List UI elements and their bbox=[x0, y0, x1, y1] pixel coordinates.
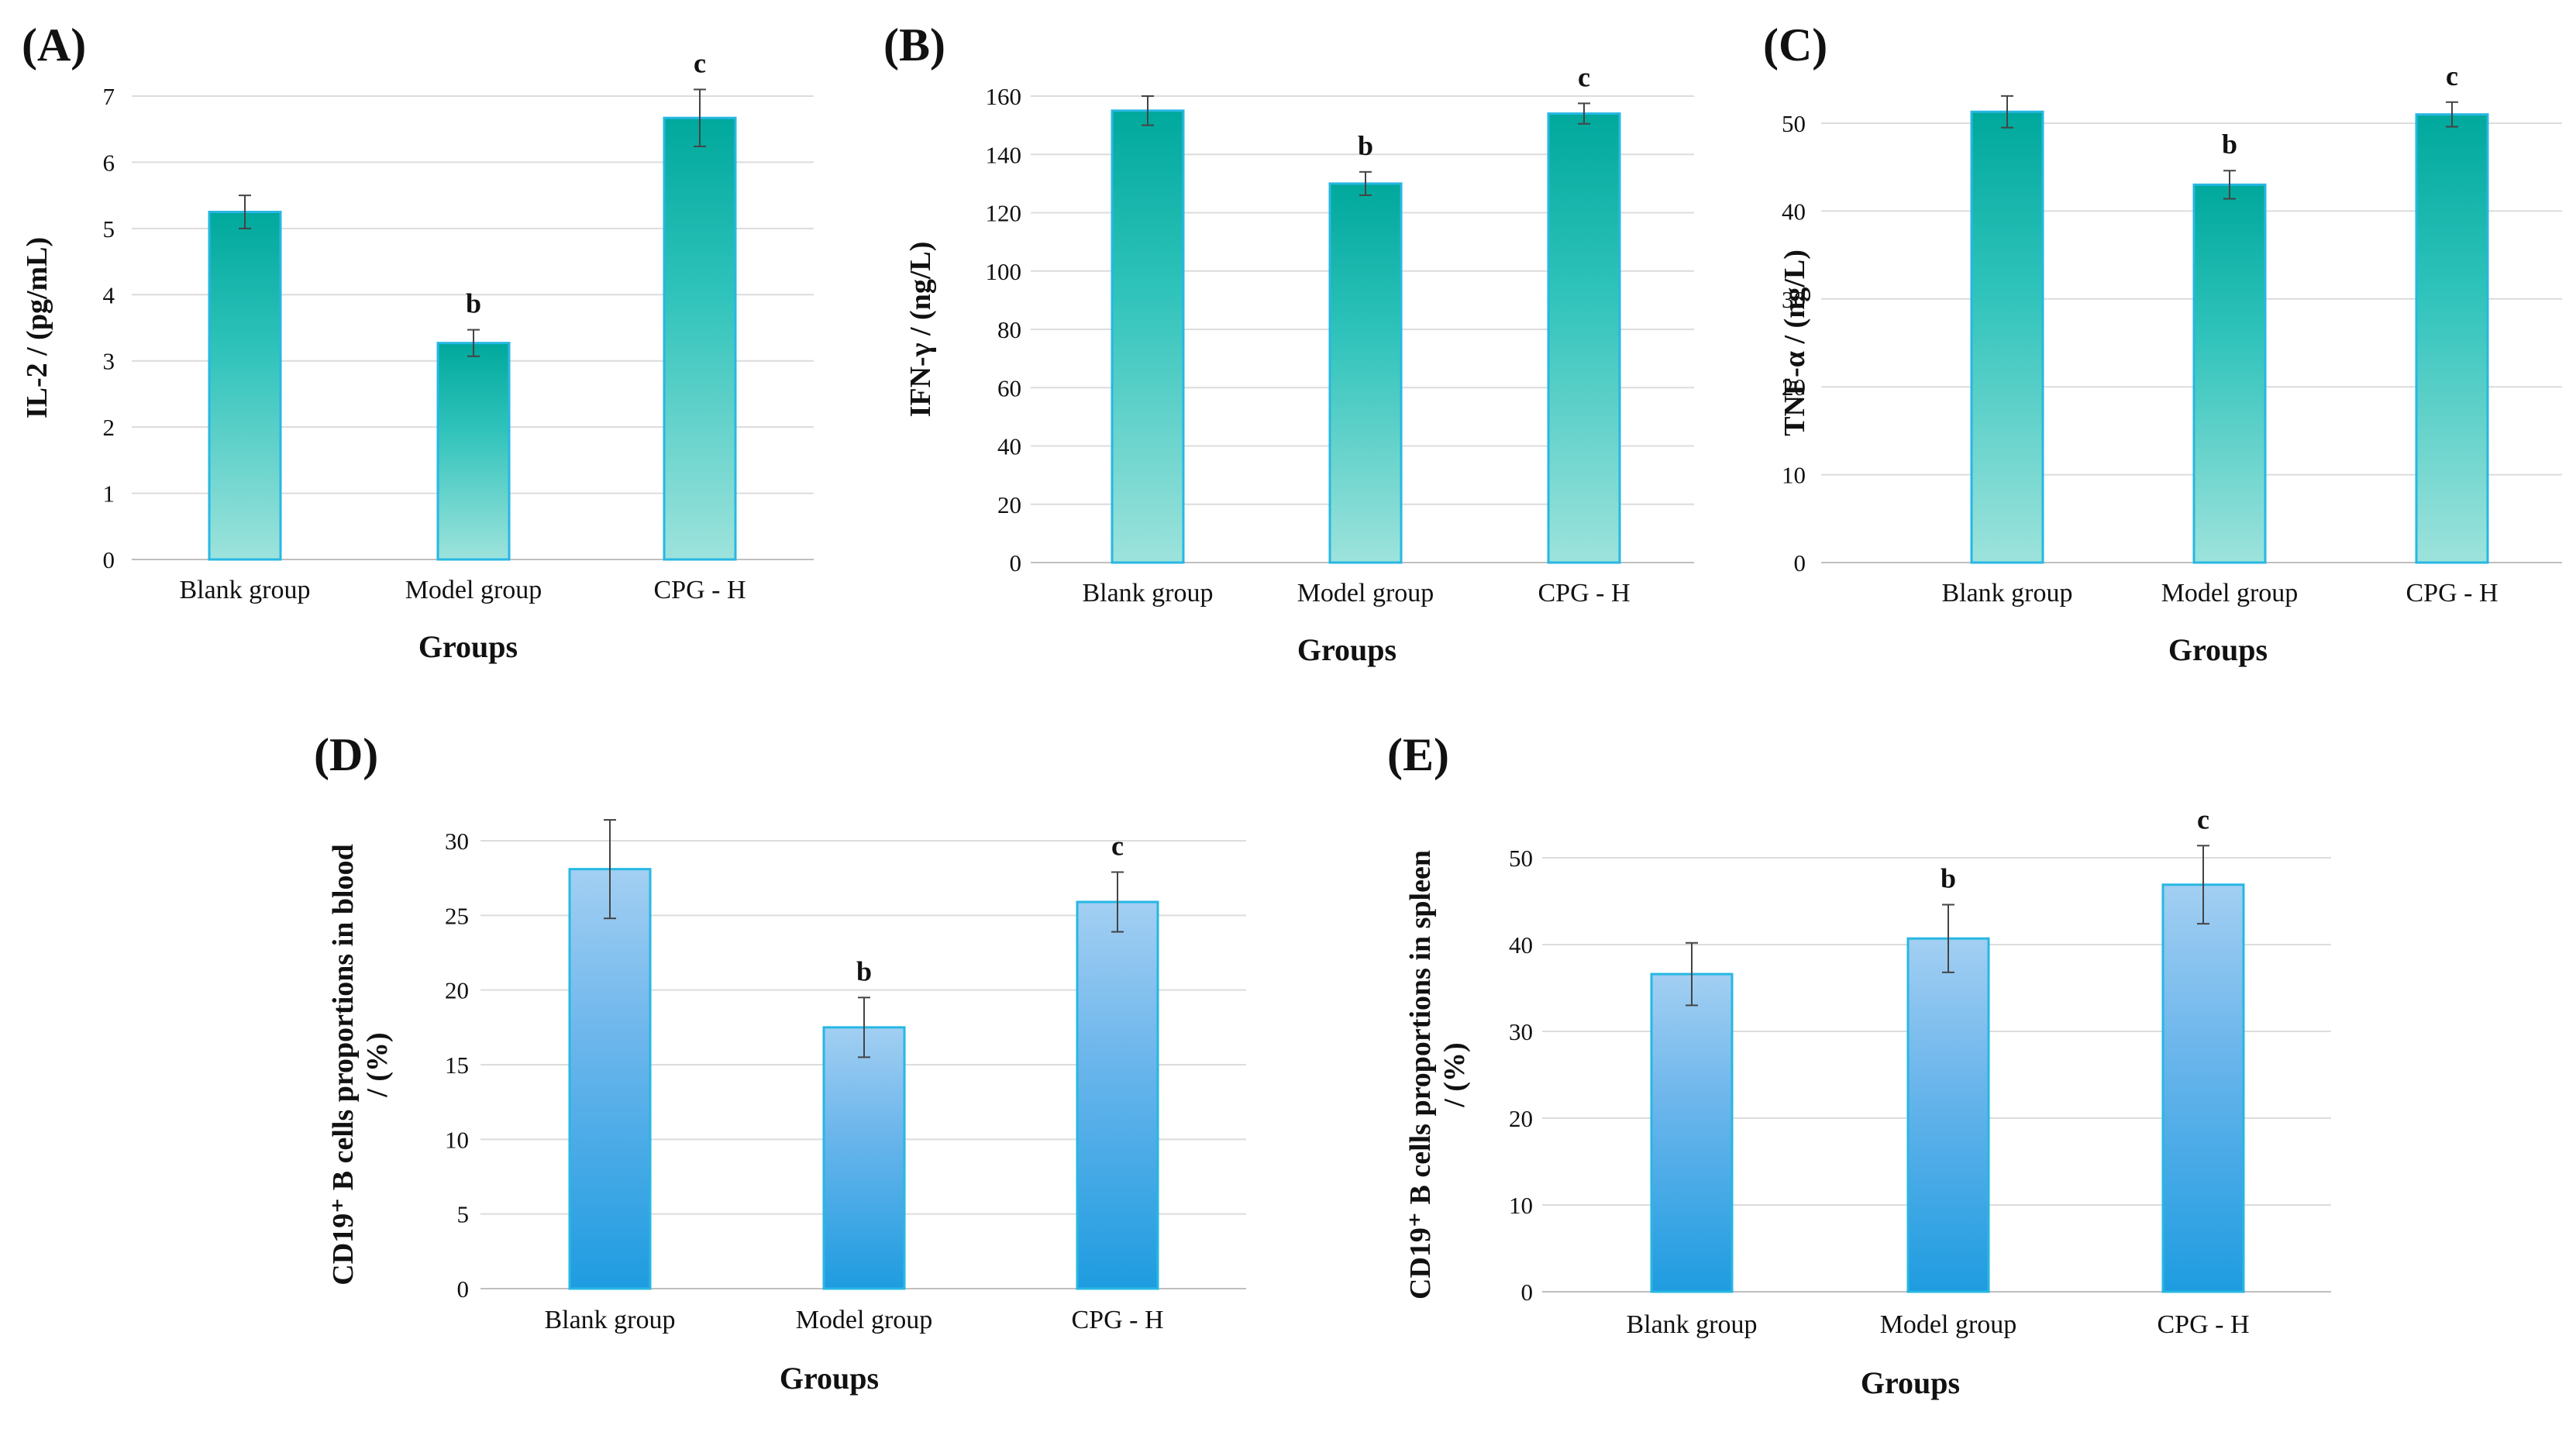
category-label: CPG - H bbox=[2406, 579, 2498, 608]
bar bbox=[1328, 182, 1403, 564]
category-label: Model group bbox=[405, 576, 542, 604]
chart-panel-e: (E) 0 10 20 30 40 50 Blank group b Model group c CP… bbox=[1387, 729, 2331, 1400]
y-tick-label: 30 bbox=[445, 828, 469, 855]
y-tick-label: 5 bbox=[457, 1201, 470, 1228]
x-axis-title: Groups bbox=[780, 1361, 879, 1396]
y-tick-label: 10 bbox=[445, 1126, 469, 1153]
bar bbox=[2161, 883, 2245, 1293]
significance-label: b bbox=[1941, 862, 1956, 893]
category-label: Blank group bbox=[179, 576, 310, 604]
significance-label: c bbox=[2446, 60, 2458, 91]
y-tick-label: 60 bbox=[997, 374, 1021, 401]
y-tick-label: 30 bbox=[1782, 286, 1806, 313]
y-tick-label: 40 bbox=[1509, 931, 1533, 959]
y-tick-label: 20 bbox=[445, 977, 469, 1004]
y-tick-label: 120 bbox=[986, 200, 1022, 227]
y-tick-label: 30 bbox=[1509, 1018, 1533, 1045]
panel-label: (D) bbox=[314, 729, 378, 780]
x-axis-title: Groups bbox=[1297, 632, 1396, 667]
y-tick-label: 0 bbox=[457, 1275, 470, 1303]
category-label: Model group bbox=[1297, 579, 1434, 608]
y-tick-label: 50 bbox=[1509, 845, 1533, 872]
y-tick-label: 3 bbox=[103, 348, 115, 375]
bar bbox=[436, 342, 511, 561]
category-label: CPG - H bbox=[653, 576, 746, 604]
y-tick-label: 50 bbox=[1782, 110, 1806, 137]
bar bbox=[1970, 110, 2044, 564]
y-axis-title: / (%) bbox=[361, 1032, 394, 1097]
panel-label: (B) bbox=[883, 19, 945, 71]
significance-label: c bbox=[1578, 61, 1590, 92]
y-tick-label: 0 bbox=[1010, 549, 1022, 577]
category-label: CPG - H bbox=[1071, 1306, 1163, 1334]
panel-label: (C) bbox=[1763, 19, 1827, 71]
category-label: Model group bbox=[1880, 1310, 2017, 1339]
category-label: Blank group bbox=[1941, 579, 2072, 608]
y-tick-label: 100 bbox=[986, 258, 1022, 285]
category-label: Blank group bbox=[544, 1306, 675, 1334]
y-tick-label: 1 bbox=[103, 480, 115, 508]
y-tick-label: 0 bbox=[1521, 1279, 1534, 1306]
y-tick-label: 4 bbox=[103, 281, 115, 308]
bar bbox=[1906, 937, 1990, 1293]
y-tick-label: 20 bbox=[1782, 373, 1806, 401]
category-label: Blank group bbox=[1082, 579, 1213, 608]
y-tick-label: 0 bbox=[1794, 549, 1806, 577]
category-label: Model group bbox=[796, 1306, 933, 1334]
bar bbox=[1076, 900, 1159, 1290]
y-tick-label: 15 bbox=[445, 1052, 469, 1079]
y-tick-label: 2 bbox=[103, 414, 115, 441]
y-tick-label: 10 bbox=[1509, 1192, 1533, 1219]
bar bbox=[208, 211, 282, 561]
chart-panel-a: (A) 0 1 2 3 4 5 6 7 Blank group b Model group c CPG -… bbox=[21, 19, 814, 664]
significance-label: b bbox=[466, 288, 481, 319]
x-axis-title: Groups bbox=[2168, 632, 2268, 667]
significance-label: b bbox=[856, 955, 872, 986]
y-tick-label: 20 bbox=[1509, 1105, 1533, 1132]
y-tick-label: 5 bbox=[103, 215, 115, 243]
y-axis-title: IFN-γ / (ng/L) bbox=[904, 242, 937, 418]
significance-label: c bbox=[2197, 804, 2209, 835]
bar bbox=[822, 1026, 906, 1290]
bar bbox=[1650, 972, 1734, 1293]
chart-panel-b: (B) 0 20 40 60 80 100 120 140 160 Blank group b Mode… bbox=[883, 19, 1694, 667]
category-label: CPG - H bbox=[1538, 579, 1630, 608]
chart-panel-d: (D) 0 5 10 15 20 25 30 Blank group b Model group c C… bbox=[314, 729, 1246, 1396]
y-axis-title: IL-2 / (pg/mL) bbox=[21, 237, 53, 418]
y-tick-label: 25 bbox=[445, 902, 469, 929]
y-tick-label: 6 bbox=[103, 149, 115, 176]
y-tick-label: 0 bbox=[103, 546, 115, 573]
y-axis-title: CD19⁺ B cells proportions in spleen bbox=[1404, 850, 1437, 1299]
y-tick-label: 40 bbox=[1782, 198, 1806, 225]
y-axis-title: TNF-α / (ng/L) bbox=[1779, 250, 1811, 436]
category-label: Blank group bbox=[1626, 1310, 1757, 1339]
bar bbox=[2415, 113, 2489, 564]
significance-label: c bbox=[694, 47, 706, 78]
bar bbox=[2192, 183, 2267, 564]
y-tick-label: 80 bbox=[997, 316, 1021, 343]
significance-label: b bbox=[2222, 129, 2237, 160]
bar bbox=[1547, 112, 1621, 564]
x-axis-title: Groups bbox=[418, 629, 518, 664]
bar bbox=[663, 116, 737, 561]
y-tick-label: 20 bbox=[997, 491, 1021, 518]
y-axis-title: / (%) bbox=[1438, 1042, 1471, 1107]
y-tick-label: 40 bbox=[997, 433, 1021, 460]
y-axis-title: CD19⁺ B cells proportions in blood bbox=[327, 844, 360, 1285]
y-tick-label: 140 bbox=[986, 141, 1022, 168]
significance-label: b bbox=[1358, 130, 1373, 161]
significance-label: c bbox=[1111, 830, 1124, 861]
category-label: CPG - H bbox=[2157, 1310, 2249, 1339]
y-tick-label: 7 bbox=[103, 83, 115, 110]
panel-label: (A) bbox=[22, 19, 86, 71]
chart-panel-c: (C) 0 10 20 30 40 50 Blank group b Model group c CP… bbox=[1763, 19, 2562, 667]
panel-label: (E) bbox=[1387, 729, 1449, 780]
y-tick-label: 160 bbox=[986, 83, 1022, 110]
bar bbox=[568, 868, 652, 1290]
x-axis-title: Groups bbox=[1861, 1365, 1960, 1400]
category-label: Model group bbox=[2161, 579, 2299, 608]
bar bbox=[1111, 109, 1185, 564]
y-tick-label: 10 bbox=[1782, 462, 1806, 489]
